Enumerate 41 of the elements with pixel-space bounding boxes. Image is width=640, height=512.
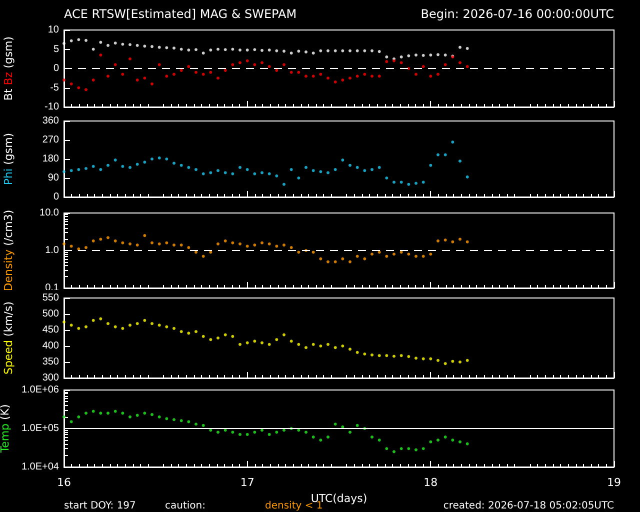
y-tick-label: 400	[42, 340, 60, 352]
y-tick-label: -10	[44, 102, 60, 112]
y-axis-title: (gsm)	[2, 36, 15, 68]
text: Phi	[2, 168, 15, 186]
y-tick-label: 1.0E+05	[21, 423, 60, 434]
y-axis-title: (K)	[0, 404, 12, 420]
y-tick-label: 1.0E+06	[21, 384, 60, 396]
text: Bt	[2, 88, 15, 101]
y-tick-label: 300	[42, 372, 60, 384]
y-tick-label: 1.0E+04	[21, 462, 60, 472]
chart-subtitle: Begin: 2026-07-16 00:00:00UTC	[420, 7, 614, 21]
y-tick-label: 450	[42, 324, 60, 336]
text: caution:	[165, 500, 206, 512]
y-tick-label: 550	[42, 292, 60, 304]
x-tick-label: 16	[57, 476, 71, 489]
y-tick-label: -5	[50, 82, 60, 94]
y-axis-title: (/cm3)	[2, 210, 15, 246]
y-tick-label: 500	[42, 308, 60, 320]
y-tick-label: 1.0	[45, 245, 60, 256]
x-tick-label: 19	[607, 476, 621, 489]
y-tick-label: 5	[53, 44, 60, 55]
y-axis-title: (gsm)	[2, 132, 15, 165]
chart-title: ACE RTSW[Estimated] MAG & SWEPAM	[64, 7, 297, 21]
x-tick-label: 18	[424, 476, 438, 489]
text: Speed	[2, 340, 15, 375]
y-tick-label: 0	[53, 63, 60, 74]
y-tick-label: 270	[42, 134, 60, 146]
y-tick-label: 180	[42, 154, 60, 164]
y-tick-label: 10.0	[40, 208, 60, 218]
y-tick-label: 360	[42, 116, 60, 126]
y-tick-label: 0	[53, 192, 60, 202]
y-tick-label: 350	[42, 356, 60, 368]
text: Bz	[2, 72, 15, 86]
y-tick-label: 10	[48, 24, 60, 36]
text: created: 2026-07-18 05:02:05UTC	[443, 500, 614, 512]
y-axis-title: (km/s)	[2, 301, 15, 337]
text: Density	[2, 248, 15, 292]
text: Temp	[0, 423, 12, 454]
y-tick-label: 90	[48, 172, 60, 184]
x-tick-label: 17	[240, 476, 254, 489]
text: start DOY: 197	[64, 500, 136, 512]
